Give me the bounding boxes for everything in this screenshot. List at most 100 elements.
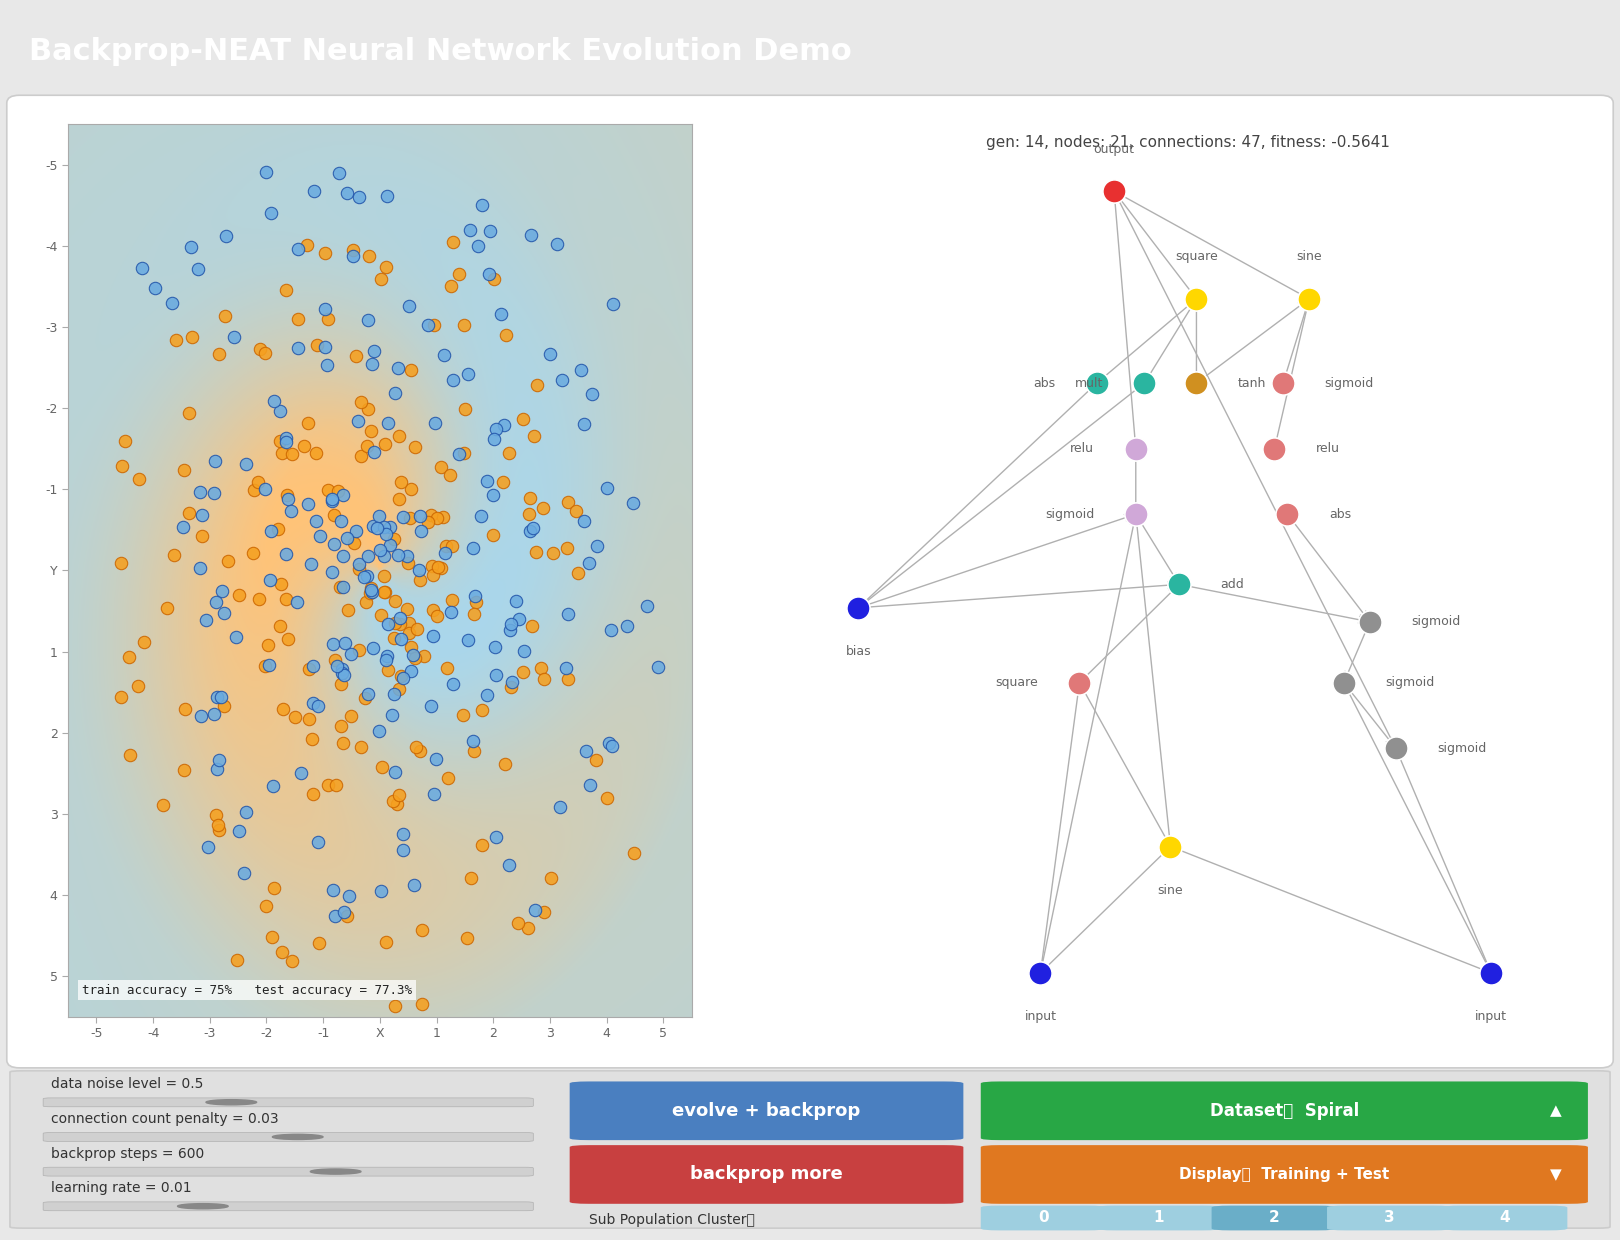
Point xyxy=(410,994,436,1014)
Point xyxy=(556,492,582,512)
Point xyxy=(1184,373,1210,393)
Point xyxy=(162,546,188,565)
Point xyxy=(496,443,522,463)
Point xyxy=(470,195,496,215)
Point xyxy=(517,522,543,542)
Point xyxy=(190,505,215,525)
Point xyxy=(364,518,390,538)
Point xyxy=(478,221,504,241)
Point xyxy=(360,637,386,657)
Point xyxy=(334,906,360,926)
Point xyxy=(298,554,324,574)
Point xyxy=(334,184,360,203)
Point xyxy=(348,738,374,758)
Text: tanh: tanh xyxy=(1238,377,1267,389)
Point xyxy=(340,241,366,260)
Point xyxy=(361,441,387,461)
Point xyxy=(285,239,311,259)
Point xyxy=(267,401,293,420)
Point xyxy=(390,823,416,843)
Point xyxy=(256,635,282,655)
Point xyxy=(441,371,467,391)
Point xyxy=(361,341,387,361)
Point xyxy=(502,591,528,611)
Text: output: output xyxy=(1094,143,1134,155)
Point xyxy=(371,517,397,537)
Point xyxy=(353,593,379,613)
Point xyxy=(284,593,309,613)
Point xyxy=(109,687,134,707)
Text: ▼: ▼ xyxy=(1550,1167,1562,1182)
Point xyxy=(352,688,377,708)
Point xyxy=(397,508,423,528)
Point xyxy=(483,419,509,439)
Point xyxy=(332,632,358,652)
Point xyxy=(428,458,454,477)
Point xyxy=(389,471,415,491)
Point xyxy=(352,567,377,587)
Point xyxy=(846,598,872,618)
Point xyxy=(253,162,279,182)
FancyBboxPatch shape xyxy=(570,1081,964,1140)
Text: 0: 0 xyxy=(1038,1210,1048,1225)
Point xyxy=(387,608,413,627)
Point xyxy=(394,546,420,565)
Point xyxy=(520,518,546,538)
Point xyxy=(201,484,227,503)
FancyBboxPatch shape xyxy=(44,1097,533,1107)
Point xyxy=(420,557,446,577)
Point xyxy=(355,399,381,419)
Point xyxy=(267,616,293,636)
Point xyxy=(109,456,134,476)
Point xyxy=(327,675,353,694)
Point xyxy=(386,544,411,564)
Point xyxy=(118,745,144,765)
Circle shape xyxy=(272,1135,322,1140)
Point xyxy=(439,590,465,610)
Point xyxy=(177,503,202,523)
Point xyxy=(481,525,507,544)
Point xyxy=(400,645,426,665)
Point xyxy=(418,505,444,525)
Point xyxy=(541,543,567,563)
Point xyxy=(491,754,517,774)
Point xyxy=(373,650,399,670)
Point xyxy=(355,684,381,704)
Point xyxy=(225,585,251,605)
Point xyxy=(572,511,598,531)
Point xyxy=(319,491,345,511)
Point xyxy=(492,325,518,345)
Point xyxy=(1102,181,1128,201)
Point xyxy=(548,797,573,817)
Point xyxy=(285,309,311,329)
Point xyxy=(423,749,449,769)
Point xyxy=(371,547,397,567)
Point xyxy=(395,296,421,316)
Text: gen: 14, nodes: 21, connections: 47, fitness: -0.5641: gen: 14, nodes: 21, connections: 47, fit… xyxy=(987,135,1390,150)
Point xyxy=(374,186,400,206)
Point xyxy=(1270,373,1296,393)
Point xyxy=(319,879,345,899)
Point xyxy=(233,802,259,822)
Text: learning rate = 0.01: learning rate = 0.01 xyxy=(52,1182,191,1195)
Point xyxy=(437,465,463,485)
Point xyxy=(1131,373,1157,393)
Point xyxy=(481,636,507,656)
Point xyxy=(377,534,403,554)
Point xyxy=(399,661,424,681)
Point xyxy=(468,506,494,526)
Point xyxy=(267,574,293,594)
Point xyxy=(313,243,339,263)
Point xyxy=(544,234,570,254)
Point xyxy=(334,528,360,548)
Text: bias: bias xyxy=(846,645,872,658)
Text: sigmoid: sigmoid xyxy=(1385,676,1435,689)
Point xyxy=(496,856,522,875)
Point xyxy=(481,429,507,449)
Point xyxy=(371,565,397,585)
Point xyxy=(348,392,374,412)
Point xyxy=(330,577,356,596)
Point xyxy=(211,604,237,624)
Point xyxy=(399,480,424,500)
Point xyxy=(347,554,373,574)
